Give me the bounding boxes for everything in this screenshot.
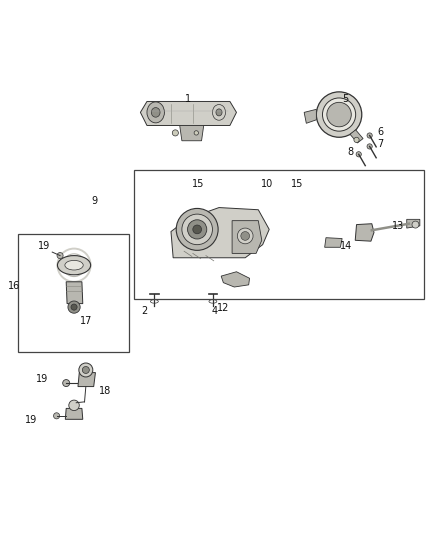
Polygon shape	[78, 373, 95, 386]
Polygon shape	[180, 125, 204, 141]
Text: 4: 4	[212, 306, 218, 317]
Circle shape	[69, 400, 79, 410]
Text: 16: 16	[8, 281, 20, 291]
Text: 14: 14	[339, 241, 352, 251]
Text: 10: 10	[261, 180, 273, 189]
Ellipse shape	[151, 108, 160, 117]
Circle shape	[172, 130, 178, 136]
Text: 19: 19	[25, 415, 37, 425]
Ellipse shape	[216, 109, 222, 116]
Circle shape	[354, 138, 359, 142]
Circle shape	[322, 98, 356, 131]
Polygon shape	[232, 221, 262, 253]
Circle shape	[194, 131, 198, 135]
Ellipse shape	[57, 256, 91, 275]
Circle shape	[193, 225, 201, 234]
Polygon shape	[325, 238, 342, 247]
Text: 7: 7	[378, 139, 384, 149]
Polygon shape	[304, 109, 316, 123]
Circle shape	[241, 231, 250, 240]
Circle shape	[187, 220, 207, 239]
Text: 12: 12	[217, 303, 230, 313]
Circle shape	[327, 102, 351, 127]
Circle shape	[356, 152, 361, 157]
Circle shape	[182, 214, 212, 245]
Text: 13: 13	[392, 221, 404, 231]
Polygon shape	[141, 101, 237, 125]
Text: 9: 9	[92, 196, 98, 206]
Bar	[18, 234, 130, 352]
Circle shape	[367, 144, 372, 149]
Text: 19: 19	[36, 374, 48, 384]
Polygon shape	[350, 130, 363, 143]
Circle shape	[79, 363, 93, 377]
Text: 5: 5	[343, 94, 349, 104]
Polygon shape	[171, 207, 269, 258]
Ellipse shape	[212, 104, 226, 120]
Polygon shape	[65, 408, 83, 419]
Circle shape	[63, 379, 70, 386]
Circle shape	[316, 92, 362, 138]
Circle shape	[412, 221, 419, 228]
Circle shape	[53, 413, 60, 419]
Text: 18: 18	[99, 386, 112, 396]
Text: 15: 15	[192, 180, 204, 189]
Text: 2: 2	[141, 306, 148, 317]
Text: 8: 8	[347, 147, 353, 157]
Text: 1: 1	[185, 94, 191, 104]
Ellipse shape	[147, 102, 164, 123]
Circle shape	[82, 367, 89, 374]
Text: 15: 15	[291, 180, 304, 189]
Circle shape	[71, 304, 77, 310]
Circle shape	[367, 133, 372, 138]
Circle shape	[68, 301, 80, 313]
Text: 19: 19	[38, 240, 50, 251]
Polygon shape	[221, 272, 250, 287]
Circle shape	[176, 208, 218, 251]
Polygon shape	[66, 282, 83, 304]
Circle shape	[237, 228, 253, 244]
Polygon shape	[355, 224, 374, 241]
Ellipse shape	[65, 261, 83, 270]
Text: 6: 6	[378, 127, 384, 137]
Bar	[134, 171, 424, 299]
Text: 17: 17	[80, 316, 92, 326]
Polygon shape	[407, 220, 420, 228]
Circle shape	[57, 253, 63, 259]
